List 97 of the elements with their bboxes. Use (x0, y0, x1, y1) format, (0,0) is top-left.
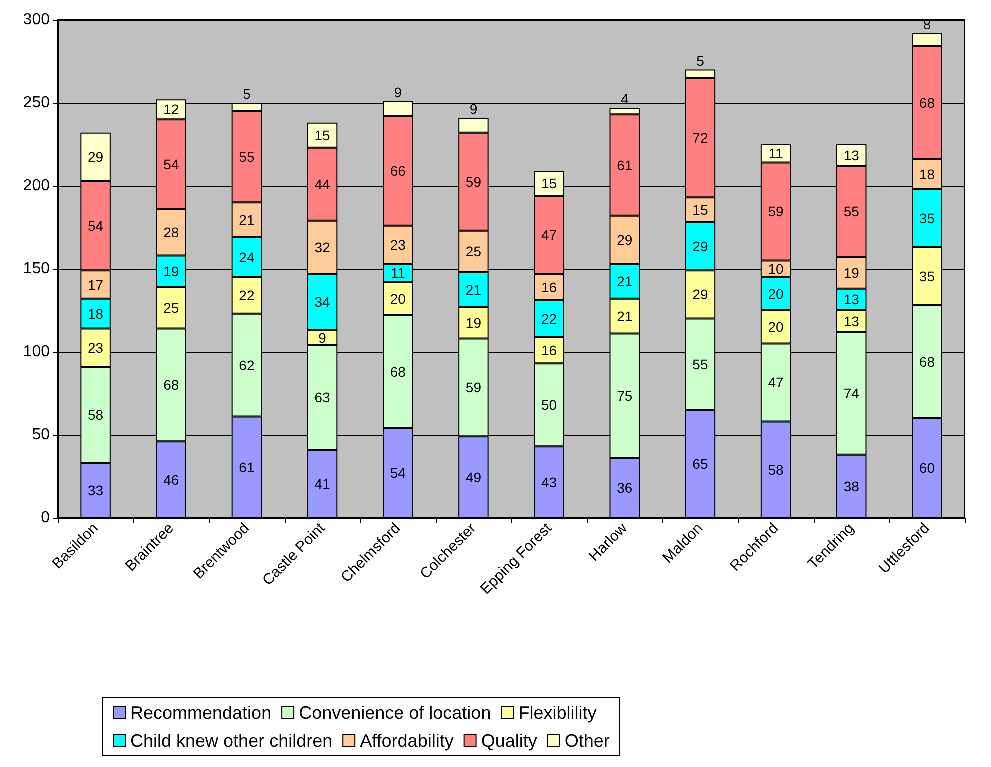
data-label: 35 (919, 210, 936, 226)
legend-label: Recommendation (130, 703, 272, 723)
data-label: 25 (466, 244, 482, 260)
legend-label: Affordability (360, 731, 454, 751)
data-label: 15 (692, 202, 708, 218)
data-label: 16 (542, 279, 558, 296)
data-label: 54 (390, 465, 406, 482)
data-label: 50 (542, 397, 558, 414)
data-label: 58 (88, 407, 104, 424)
legend-label: Child knew other children (130, 731, 333, 751)
data-label: 65 (692, 456, 708, 472)
data-label: 55 (692, 356, 708, 372)
data-label: 9 (470, 100, 478, 117)
data-label: 20 (768, 319, 784, 336)
data-label: 34 (314, 294, 331, 310)
data-label: 68 (919, 354, 936, 370)
data-label: 47 (768, 374, 784, 391)
data-label: 60 (919, 460, 936, 476)
data-label: 54 (164, 156, 180, 172)
data-label: 61 (239, 459, 255, 476)
data-label: 75 (617, 388, 633, 404)
data-label: 11 (768, 146, 784, 162)
data-label: 35 (919, 268, 936, 284)
data-label: 19 (164, 263, 180, 280)
data-label: 9 (318, 330, 327, 346)
data-label: 19 (844, 265, 860, 282)
data-label: 5 (243, 86, 252, 102)
legend-label: Convenience of location (299, 703, 492, 723)
data-label: 61 (617, 157, 633, 174)
data-label: 21 (617, 273, 633, 290)
data-label: 62 (239, 357, 255, 374)
y-tick-label: 300 (23, 12, 50, 28)
data-label: 29 (692, 238, 708, 255)
data-label: 74 (844, 386, 860, 402)
data-label: 12 (164, 102, 180, 118)
data-label: 29 (88, 148, 104, 165)
data-label: 38 (844, 478, 860, 494)
data-label: 66 (390, 163, 406, 180)
y-tick-label: 50 (32, 426, 50, 444)
data-label: 47 (542, 226, 558, 243)
data-label: 36 (617, 480, 633, 496)
data-label: 41 (314, 476, 331, 492)
data-label: 29 (692, 286, 708, 303)
data-label: 20 (768, 286, 784, 302)
data-label: 15 (542, 176, 558, 192)
data-label: 15 (314, 127, 331, 144)
data-label: 72 (692, 130, 708, 146)
data-label: 20 (390, 290, 406, 307)
data-label: 13 (844, 313, 860, 330)
y-tick-label: 150 (23, 260, 50, 278)
data-label: 22 (542, 310, 558, 327)
data-label: 16 (542, 342, 558, 358)
data-label: 32 (314, 239, 331, 256)
data-label: 21 (239, 212, 255, 228)
y-tick-label: 100 (23, 344, 50, 360)
legend-label: Quality (481, 731, 538, 751)
legend-label: Other (564, 731, 610, 751)
data-label: 68 (164, 377, 180, 394)
data-label: 9 (394, 84, 402, 100)
y-tick-label: 200 (23, 178, 50, 194)
data-label: 44 (314, 176, 331, 192)
data-label: 21 (466, 282, 482, 298)
data-label: 49 (466, 469, 482, 486)
data-label: 68 (390, 364, 406, 380)
data-label: 59 (466, 174, 482, 190)
data-label: 46 (164, 472, 180, 488)
data-label: 22 (239, 288, 255, 304)
data-label: 23 (88, 340, 104, 356)
data-label: 13 (844, 292, 860, 308)
data-label: 19 (466, 314, 482, 331)
data-label: 18 (919, 166, 936, 182)
data-label: 10 (768, 261, 784, 277)
data-label: 21 (617, 308, 633, 324)
data-label: 33 (88, 482, 104, 499)
data-label: 63 (314, 390, 331, 406)
data-label: 29 (617, 232, 633, 248)
data-label: 5 (696, 52, 705, 69)
data-label: 17 (88, 276, 104, 293)
data-label: 43 (542, 474, 558, 490)
data-label: 4 (620, 90, 629, 107)
data-label: 28 (164, 224, 180, 240)
data-label: 11 (390, 265, 406, 282)
data-label: 59 (466, 380, 482, 396)
data-label: 68 (919, 95, 936, 111)
data-label: 18 (88, 306, 104, 322)
data-label: 55 (844, 204, 860, 220)
y-tick-label: 250 (23, 94, 50, 112)
data-label: 55 (239, 148, 255, 165)
data-label: 25 (164, 300, 180, 316)
legend-label: Flexiblility (518, 703, 597, 723)
data-label: 59 (768, 204, 784, 220)
data-label: 23 (390, 236, 406, 253)
data-label: 13 (844, 147, 860, 164)
y-tick-label: 0 (41, 510, 50, 526)
data-label: 58 (768, 462, 784, 478)
data-label: 24 (239, 249, 255, 266)
data-label: 54 (88, 218, 104, 234)
